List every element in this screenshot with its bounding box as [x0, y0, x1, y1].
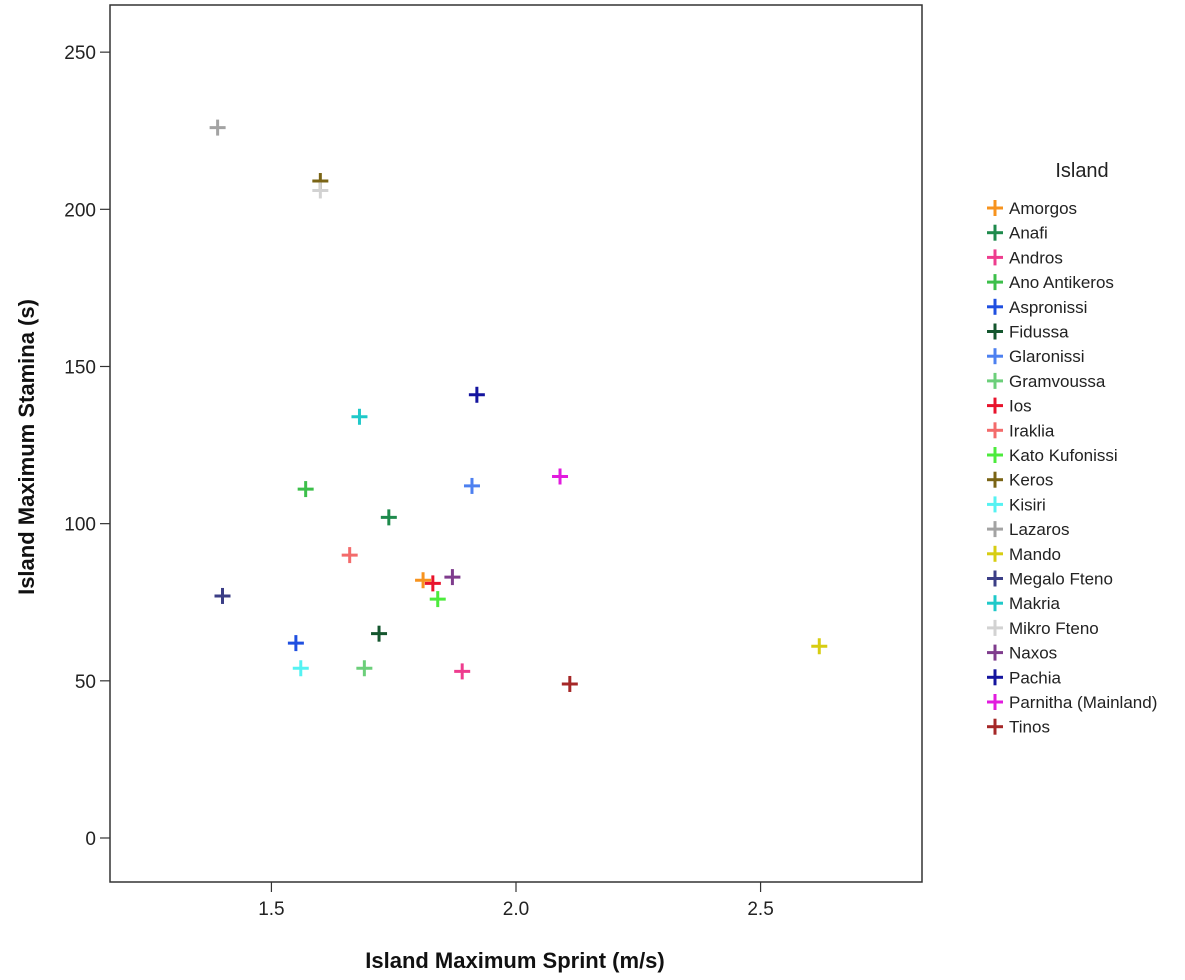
legend-label: Ano Antikeros	[1009, 273, 1114, 292]
data-point-anafi	[380, 509, 397, 526]
data-point-fidussa	[371, 625, 388, 642]
x-axis-title: Island Maximum Sprint (m/s)	[365, 948, 665, 973]
data-point-aspronissi	[287, 635, 304, 652]
legend-marker	[987, 323, 1003, 340]
legend-label: Lazaros	[1009, 520, 1069, 539]
legend-marker	[987, 348, 1003, 365]
y-tick-label: 0	[85, 829, 96, 850]
data-point-tinos	[561, 675, 578, 692]
legend-label: Tinos	[1009, 718, 1050, 737]
legend-label: Makria	[1009, 594, 1061, 613]
data-point-makria	[351, 408, 368, 425]
data-point-lazaros	[209, 119, 226, 136]
legend-label: Amorgos	[1009, 199, 1077, 218]
legend-marker	[987, 471, 1003, 488]
legend-label: Keros	[1009, 471, 1053, 490]
legend-marker	[987, 619, 1003, 636]
legend-label: Mando	[1009, 545, 1061, 564]
legend-label: Iraklia	[1009, 421, 1055, 440]
y-tick-label: 200	[64, 200, 96, 221]
legend: Island Amorgos Anafi Andros Ano Antikeros As…	[987, 160, 1157, 737]
x-tick-label: 2.5	[747, 899, 773, 920]
data-point-pachia	[468, 386, 485, 403]
legend-marker	[987, 249, 1003, 266]
legend-marker	[987, 496, 1003, 513]
data-point-mikro-fteno	[312, 182, 329, 199]
legend-label: Ios	[1009, 397, 1032, 416]
data-point-kato-kufonissi	[429, 591, 446, 608]
plot-frame	[109, 4, 923, 883]
legend-label: Andros	[1009, 248, 1063, 267]
legend-marker	[987, 298, 1003, 315]
data-point-mando	[811, 638, 828, 655]
legend-label: Pachia	[1009, 668, 1062, 687]
legend-marker	[987, 718, 1003, 735]
legend-marker	[987, 669, 1003, 686]
legend-label: Megalo Fteno	[1009, 570, 1113, 589]
legend-marker	[987, 224, 1003, 241]
legend-marker	[987, 447, 1003, 463]
data-point-amorgos	[415, 572, 432, 589]
y-tick-label: 100	[64, 515, 96, 536]
legend-marker	[987, 545, 1003, 562]
x-tick-label: 1.5	[258, 899, 284, 920]
data-point-naxos	[444, 569, 461, 586]
legend-marker	[987, 570, 1003, 587]
data-point-parnitha-mainland	[552, 468, 569, 485]
legend-label: Kisiri	[1009, 495, 1046, 514]
data-point-glaronissi	[463, 477, 480, 494]
legend-marker	[987, 397, 1003, 414]
legend-marker	[987, 595, 1003, 612]
legend-marker	[987, 200, 1003, 216]
legend-marker	[987, 372, 1003, 389]
y-tick-label: 150	[64, 357, 96, 378]
data-point-ano-antikeros	[297, 481, 314, 498]
data-point-gramvoussa	[356, 660, 373, 677]
legend-marker	[987, 521, 1003, 538]
legend-marker	[987, 644, 1003, 661]
legend-label: Gramvoussa	[1009, 372, 1106, 391]
plot-area	[109, 4, 923, 883]
x-tick-label: 2.0	[503, 899, 529, 920]
legend-label: Anafi	[1009, 224, 1048, 243]
legend-marker	[987, 694, 1003, 710]
legend-title: Island	[1055, 160, 1108, 182]
data-points	[209, 119, 828, 692]
axis-ticks: 0 50 100 150 200 250 1.5 2.0 2.5	[64, 43, 773, 920]
data-point-ios	[424, 575, 441, 592]
legend-label: Naxos	[1009, 644, 1057, 663]
y-tick-label: 250	[64, 43, 96, 64]
data-point-megalo-fteno	[214, 587, 231, 604]
data-point-kisiri	[292, 660, 309, 677]
legend-marker	[987, 274, 1003, 291]
y-axis-title: Island Maximum Stamina (s)	[14, 299, 39, 595]
data-point-andros	[454, 663, 471, 680]
legend-label: Aspronissi	[1009, 298, 1087, 317]
legend-label: Mikro Fteno	[1009, 619, 1099, 638]
legend-marker	[987, 422, 1003, 439]
data-point-iraklia	[341, 547, 358, 564]
legend-label: Fidussa	[1009, 323, 1069, 342]
legend-label: Parnitha (Mainland)	[1009, 693, 1157, 712]
legend-label: Glaronissi	[1009, 347, 1085, 366]
y-tick-label: 50	[75, 672, 96, 693]
legend-label: Kato Kufonissi	[1009, 446, 1118, 465]
